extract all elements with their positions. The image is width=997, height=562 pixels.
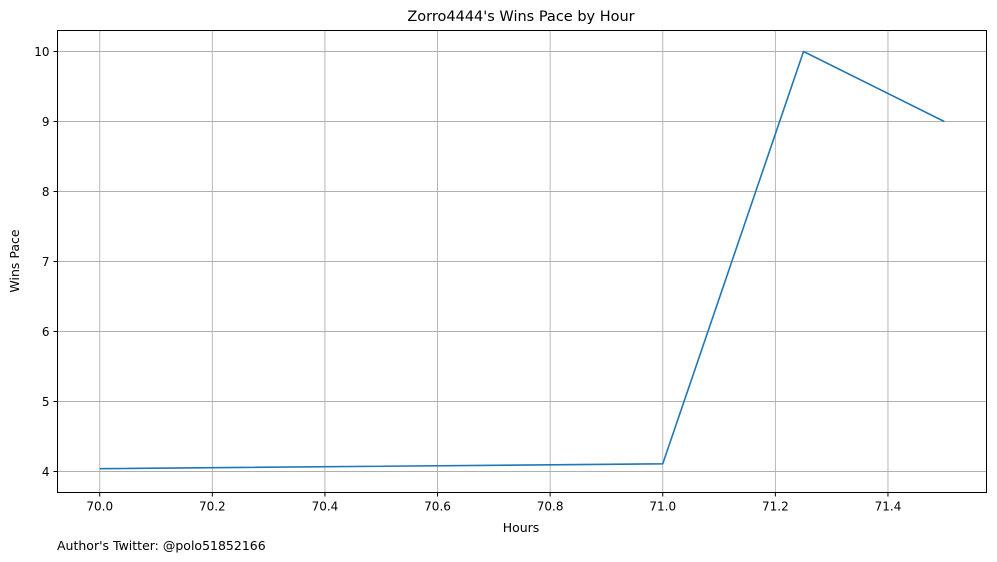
y-tick-label: 7 <box>42 255 50 269</box>
x-tick-label: 71.0 <box>649 500 676 514</box>
x-tick-label: 70.4 <box>312 500 339 514</box>
x-tick-label: 71.4 <box>875 500 902 514</box>
x-tick-label: 70.6 <box>424 500 451 514</box>
x-axis: 70.0 70.2 70.4 70.6 70.8 71.0 71.2 71.4 <box>86 492 902 514</box>
y-tick-label: 9 <box>42 115 50 129</box>
grid <box>57 30 987 493</box>
series-line <box>99 50 945 470</box>
y-tick-label: 5 <box>42 395 50 409</box>
x-axis-label: Hours <box>503 520 540 535</box>
x-tick-label: 70.8 <box>537 500 564 514</box>
x-tick-label: 70.0 <box>86 500 113 514</box>
y-tick-label: 10 <box>34 45 49 59</box>
author-footnote: Author's Twitter: @polo51852166 <box>57 538 266 553</box>
series-group <box>99 50 945 470</box>
y-tick-label: 8 <box>42 185 50 199</box>
y-axis: 4 5 6 7 8 9 10 <box>34 45 58 479</box>
x-tick-label: 71.2 <box>762 500 789 514</box>
y-tick-label: 4 <box>42 465 50 479</box>
y-tick-label: 6 <box>42 325 50 339</box>
x-tick-label: 70.2 <box>199 500 226 514</box>
chart-title: Zorro4444's Wins Pace by Hour <box>407 9 634 25</box>
y-axis-label: Wins Pace <box>7 229 22 292</box>
